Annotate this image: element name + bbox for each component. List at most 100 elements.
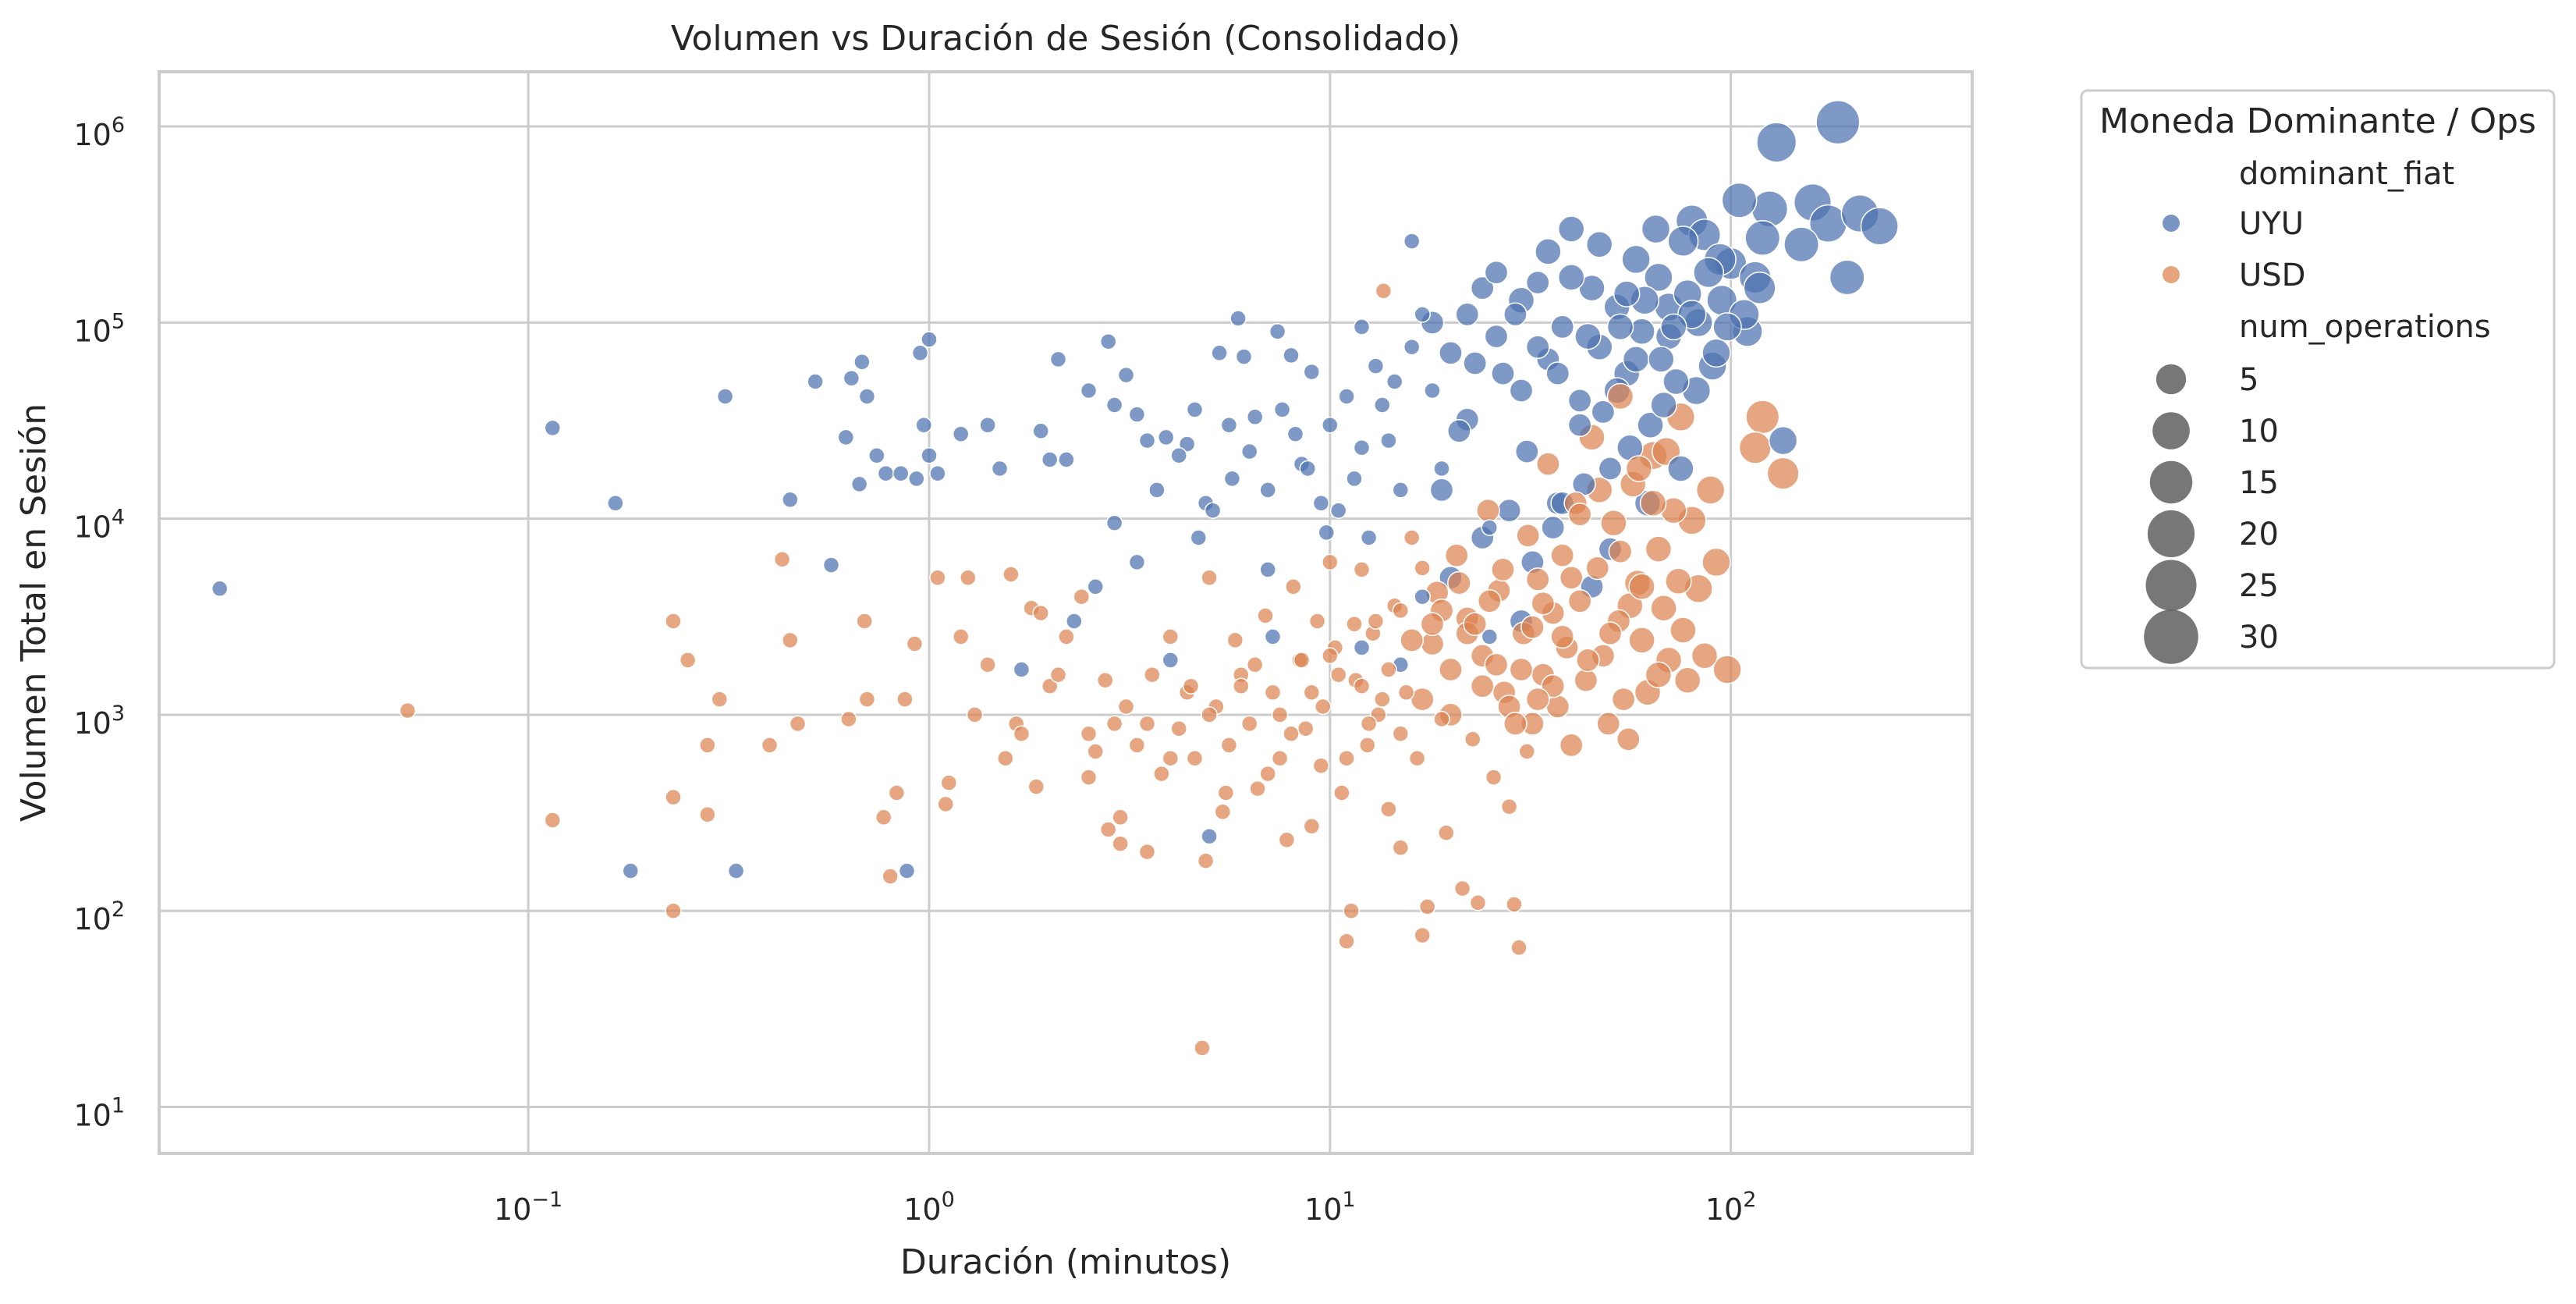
point-usd <box>1645 661 1673 688</box>
point-uyu <box>1567 389 1592 413</box>
point-usd <box>1525 567 1550 592</box>
y-tick-label: 106 <box>73 113 125 152</box>
point-usd <box>1338 933 1355 950</box>
point-usd <box>1112 808 1129 826</box>
point-usd <box>1628 627 1655 654</box>
point-uyu <box>807 373 824 390</box>
point-uyu <box>1585 231 1613 258</box>
point-usd <box>1194 1039 1211 1057</box>
point-uyu <box>727 862 745 879</box>
point-usd <box>997 749 1014 767</box>
point-usd <box>1186 749 1204 767</box>
point-usd <box>1485 769 1503 786</box>
point-usd <box>1117 698 1135 716</box>
data-points <box>211 100 1899 1057</box>
legend-size-label: 10 <box>2239 414 2279 449</box>
point-uyu <box>898 862 916 879</box>
point-uyu <box>1433 460 1450 478</box>
point-uyu <box>1273 401 1291 418</box>
point-usd <box>773 551 791 568</box>
point-usd <box>1463 612 1488 637</box>
point-usd <box>1214 803 1232 821</box>
y-tick-labels: 101 102 103 104 105 106 <box>73 113 125 1132</box>
point-usd <box>1665 567 1692 595</box>
point-uyu <box>1032 422 1049 440</box>
point-uyu <box>1201 827 1218 845</box>
point-uyu <box>1693 257 1725 289</box>
point-usd <box>1606 382 1634 410</box>
point-uyu <box>1622 346 1650 373</box>
point-uyu <box>1204 502 1222 519</box>
point-usd <box>1600 509 1627 537</box>
point-uyu <box>1721 182 1758 219</box>
point-usd <box>1695 475 1726 505</box>
x-tick-label: 101 <box>1304 1188 1356 1227</box>
point-uyu <box>1414 588 1431 606</box>
point-usd <box>1285 578 1302 595</box>
point-usd <box>679 652 697 669</box>
point-uyu <box>1429 478 1454 503</box>
point-uyu <box>1743 272 1776 305</box>
point-uyu <box>1744 219 1781 256</box>
point-usd <box>1433 710 1450 728</box>
point-uyu <box>1338 388 1355 405</box>
point-uyu <box>1259 561 1276 578</box>
point-uyu <box>1414 306 1431 323</box>
point-uyu <box>1229 310 1247 327</box>
point-usd <box>1297 720 1315 737</box>
point-uyu <box>1240 442 1258 460</box>
point-uyu <box>1815 100 1861 145</box>
point-usd <box>1283 725 1300 743</box>
point-usd <box>1574 668 1598 693</box>
point-uyu <box>1829 259 1865 296</box>
point-uyu <box>1525 335 1550 360</box>
point-usd <box>1138 843 1156 861</box>
legend-size-marker <box>2145 560 2197 611</box>
point-usd <box>1128 737 1146 754</box>
point-uyu <box>1041 451 1059 468</box>
point-uyu <box>1223 470 1241 488</box>
point-usd <box>1346 615 1363 633</box>
point-uyu <box>892 464 910 482</box>
point-usd <box>1531 591 1556 616</box>
point-usd <box>1403 529 1421 546</box>
point-usd <box>1170 720 1187 737</box>
point-usd <box>1585 556 1610 581</box>
point-usd <box>544 812 562 829</box>
point-uyu <box>915 416 932 434</box>
point-uyu <box>1557 264 1585 291</box>
point-uyu <box>544 419 562 437</box>
point-uyu <box>1211 344 1228 362</box>
point-uyu <box>1049 350 1067 368</box>
point-usd <box>1500 798 1518 815</box>
point-uyu <box>211 580 229 598</box>
point-usd <box>1444 543 1469 568</box>
point-usd <box>1509 657 1534 682</box>
point-uyu <box>1662 368 1690 396</box>
point-uyu <box>921 331 938 348</box>
point-uyu <box>1439 340 1463 365</box>
point-usd <box>875 808 892 826</box>
point-uyu <box>877 464 895 482</box>
point-usd <box>761 737 779 754</box>
point-uyu <box>1157 428 1175 446</box>
point-uyu <box>850 475 868 493</box>
point-usd <box>1162 749 1180 767</box>
point-usd <box>1559 733 1584 758</box>
point-usd <box>1625 455 1653 482</box>
point-uyu <box>1637 411 1664 439</box>
chart-title: Volumen vs Duración de Sesión (Consolida… <box>671 19 1460 59</box>
point-uyu <box>1768 425 1798 456</box>
point-uyu <box>1312 495 1330 512</box>
point-uyu <box>1613 280 1641 307</box>
point-uyu <box>1303 363 1321 381</box>
point-usd <box>665 788 682 806</box>
legend-size-marker <box>2144 609 2198 664</box>
point-uyu <box>1066 613 1083 630</box>
point-uyu <box>843 369 860 387</box>
point-uyu <box>1606 313 1634 341</box>
point-usd <box>1002 566 1020 583</box>
point-usd <box>1596 712 1621 736</box>
legend-label-uyu: UYU <box>2239 206 2304 242</box>
legend-frame <box>2080 89 2556 670</box>
